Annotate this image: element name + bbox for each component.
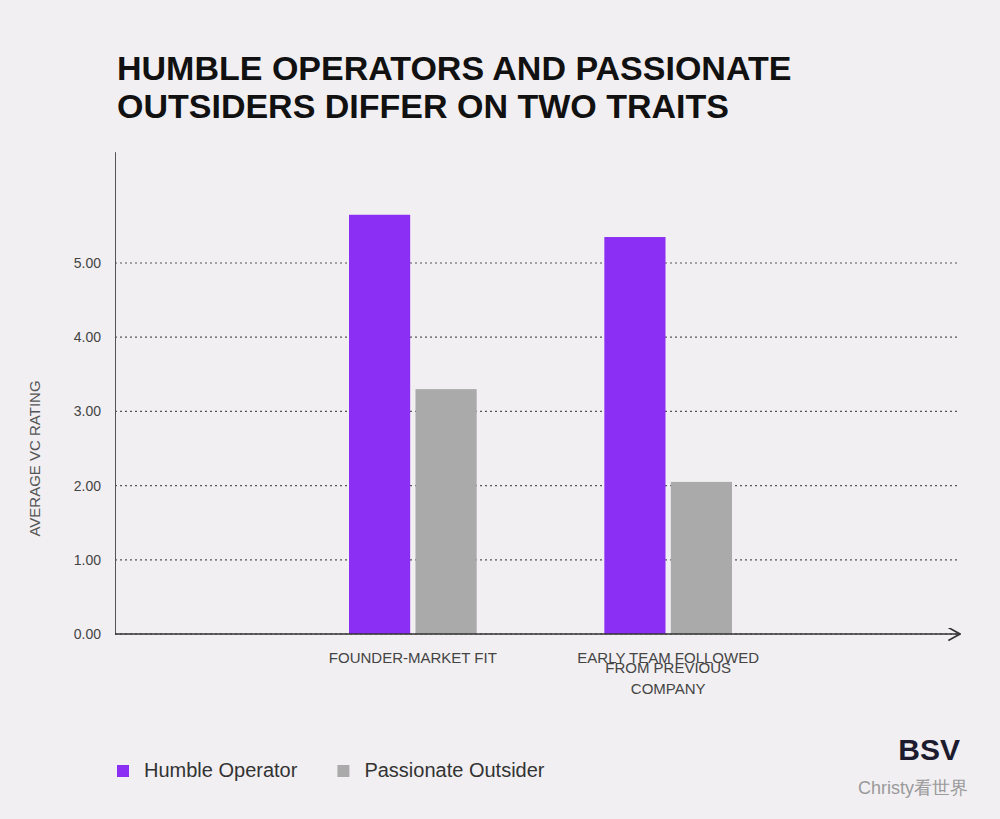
y-tick-label: 5.00 — [74, 255, 101, 271]
y-tick: 4.00 — [74, 329, 115, 345]
title: HUMBLE OPERATORS AND PASSIONATEOUTSIDERS… — [117, 49, 791, 125]
legend-swatch — [117, 765, 129, 777]
x-axis-line — [115, 633, 960, 634]
y-tick-label: 4.00 — [74, 329, 101, 345]
y-axis-title: AVERAGE VC RATING — [26, 380, 43, 536]
y-axis: 0.00 1.00 2.00 3.00 4.00 5.00 — [74, 152, 116, 642]
y-tick: 5.00 — [74, 255, 115, 271]
background — [0, 0, 1000, 819]
grid-line — [115, 411, 960, 412]
chart: HUMBLE OPERATORS AND PASSIONATEOUTSIDERS… — [0, 0, 1000, 819]
legend: Humble Operator Passionate Outsider — [117, 759, 545, 781]
x-axis: FOUNDER-MARKET FIT EARLY TEAM FOLLOWEDFRO… — [329, 634, 759, 697]
x-tick-label: EARLY TEAM FOLLOWEDFROM PREVIOUSCOMPANY — [577, 649, 759, 697]
grid-line — [115, 337, 960, 338]
watermark: Christy看世界 — [858, 778, 968, 798]
logo: BSV — [898, 733, 960, 766]
y-axis-line — [115, 152, 116, 634]
grid-line — [115, 559, 960, 560]
y-tick-label: 2.00 — [74, 478, 101, 494]
legend-swatch — [337, 765, 349, 777]
legend-label: Humble Operator — [144, 759, 298, 781]
y-tick-label: 0.00 — [74, 626, 101, 642]
bar — [671, 482, 732, 634]
grid — [115, 263, 960, 634]
x-tick: EARLY TEAM FOLLOWEDFROM PREVIOUSCOMPANY — [577, 634, 759, 697]
y-tick-label: 1.00 — [74, 552, 101, 568]
legend-item: Passionate Outsider — [337, 759, 544, 781]
x-tick: FOUNDER-MARKET FIT — [329, 634, 497, 666]
y-tick: 2.00 — [74, 478, 115, 494]
bars — [349, 215, 732, 634]
grid-line — [115, 262, 960, 263]
legend-label: Passionate Outsider — [364, 759, 544, 781]
legend-item: Humble Operator — [117, 759, 298, 781]
y-tick: 3.00 — [74, 403, 115, 419]
y-tick-label: 3.00 — [74, 403, 101, 419]
grid-line — [115, 633, 960, 634]
bar — [415, 389, 476, 634]
bar — [349, 215, 410, 634]
y-tick: 0.00 — [74, 626, 115, 642]
bar — [604, 237, 665, 634]
y-tick: 1.00 — [74, 552, 115, 568]
x-tick-label: FOUNDER-MARKET FIT — [329, 649, 497, 666]
grid-line — [115, 485, 960, 486]
